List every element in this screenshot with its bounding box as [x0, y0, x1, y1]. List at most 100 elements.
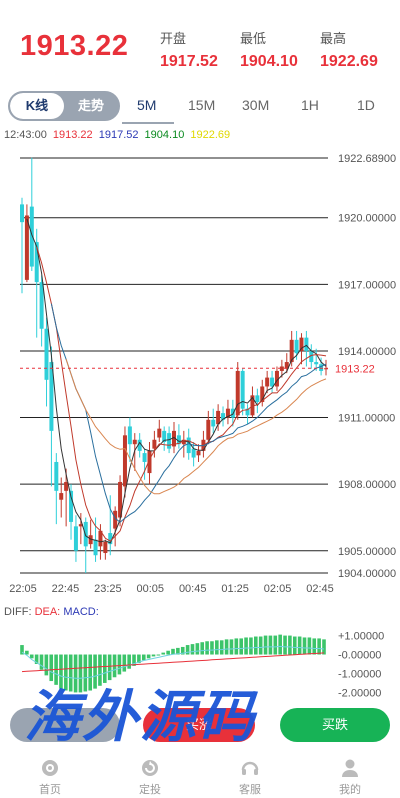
ohlc-readout: 12:43:00 1913.22 1917.52 1904.10 1922.69 — [4, 129, 233, 141]
candle-body — [235, 370, 240, 416]
macd-y-tick-label: -0.00000 — [338, 650, 381, 662]
macd-label: MACD: — [63, 606, 99, 618]
macd-bar — [263, 635, 268, 655]
x-tick-label: 22:45 — [52, 583, 80, 595]
macd-bar — [219, 640, 224, 655]
period-1h[interactable]: 1H — [301, 97, 319, 113]
candlestick-chart[interactable]: 1922.68900 1920.00000 1917.00000 1914.00000… — [0, 0, 400, 600]
quote-header: 1913.22 开盘 1917.52 最低 1904.10 最高 1922.69 — [0, 0, 400, 88]
dea-line — [21, 652, 325, 673]
y-tick-label: 1905.00000 — [338, 546, 396, 558]
ohlc-open: 1917.52 — [98, 129, 139, 141]
macd-bar — [322, 639, 326, 655]
candle-body — [304, 337, 309, 351]
candle-body — [279, 366, 284, 371]
candle-body — [59, 493, 64, 500]
macd-bar — [190, 644, 195, 655]
nav-invest-label: 定投 — [139, 784, 161, 796]
candle-body — [186, 437, 191, 454]
candle-body — [34, 242, 39, 283]
macd-bar — [312, 638, 317, 655]
macd-bar — [283, 635, 287, 655]
macd-bar — [254, 636, 258, 655]
candle-body — [127, 426, 132, 445]
candle-body — [284, 362, 289, 369]
ohlc-high: 1922.69 — [190, 129, 231, 141]
x-tick-label: 00:05 — [137, 583, 165, 595]
trade-buttons: 买涨 买跌 — [0, 706, 400, 746]
macd-bar — [176, 647, 180, 655]
low-value: 1904.10 — [240, 53, 298, 70]
candle-body — [314, 362, 319, 365]
macd-bar — [249, 637, 253, 655]
buy-up-button[interactable]: 买涨 — [143, 708, 255, 742]
macd-y-tick-label: -2.00000 — [338, 687, 381, 699]
x-tick-label: 22:05 — [9, 583, 37, 595]
macd-bar — [166, 650, 170, 655]
buy-down-button[interactable]: 买跌 — [280, 708, 390, 742]
candle-body — [191, 448, 196, 458]
nav-profile[interactable]: 我的 — [320, 758, 380, 797]
y-tick-label: 1917.00000 — [338, 279, 396, 291]
candle-body — [103, 541, 108, 554]
macd-bar — [103, 654, 107, 683]
y-tick-label: 1908.00000 — [338, 479, 396, 491]
candle-body — [142, 453, 147, 462]
candle-body — [206, 419, 211, 440]
macd-bar — [307, 637, 312, 655]
chart-mode-toggle: K线 走势 — [8, 91, 120, 121]
macd-bar — [278, 634, 282, 655]
ma-line-short — [26, 218, 327, 544]
candle-body — [113, 510, 118, 529]
y-tick-label: 1911.00000 — [338, 413, 395, 425]
y-tick-label: 1922.68900 — [338, 153, 396, 165]
y-tick-label: 1904.00000 — [338, 568, 396, 580]
nav-home[interactable]: 首页 — [20, 758, 80, 797]
current-price-tag: 1913.22 — [335, 363, 375, 375]
tab-kline[interactable]: K线 — [10, 93, 64, 119]
macd-bar — [146, 654, 151, 659]
home-icon — [42, 760, 58, 776]
candle-body — [319, 364, 324, 371]
period-1d[interactable]: 1D — [357, 97, 375, 113]
secondary-button[interactable] — [10, 708, 120, 742]
candle-body — [88, 535, 93, 545]
candle-body — [20, 204, 24, 223]
candle-body — [122, 435, 127, 487]
candle-body — [265, 377, 270, 387]
candle-body — [240, 370, 245, 409]
period-30m[interactable]: 30M — [242, 97, 270, 113]
watermark: 海外源码 — [24, 684, 256, 750]
nav-service[interactable]: 客服 — [220, 758, 280, 797]
macd-bar — [288, 635, 292, 655]
headset-icon — [241, 761, 259, 775]
nav-invest[interactable]: 定投 — [120, 758, 180, 797]
macd-bar — [180, 646, 185, 655]
macd-bar — [244, 637, 248, 655]
candle-body — [44, 328, 49, 380]
ma-line-long — [50, 303, 327, 523]
macd-bar — [68, 654, 73, 692]
tab-trend[interactable]: 走势 — [77, 98, 104, 113]
candle-body — [299, 337, 304, 351]
dea-label: DEA: — [34, 606, 61, 618]
candle-body — [196, 450, 201, 456]
macd-bar — [215, 640, 219, 655]
macd-bar — [25, 650, 29, 655]
x-tick-label: 00:45 — [179, 583, 207, 595]
macd-bar — [59, 654, 63, 689]
macd-legend: DIFF: DEA: MACD: — [4, 606, 99, 618]
macd-bar — [141, 654, 146, 661]
ma-line-longest — [65, 359, 327, 495]
period-15m[interactable]: 15M — [188, 97, 216, 113]
candle-body — [152, 439, 157, 449]
candle-body — [211, 419, 216, 427]
macd-bar — [151, 654, 156, 657]
macd-bar — [117, 654, 122, 675]
macd-bar — [34, 654, 39, 664]
stat-high: 最高 1922.69 — [320, 28, 400, 71]
period-5m[interactable]: 5M — [137, 97, 157, 113]
candle-body — [216, 410, 221, 425]
macd-bar — [195, 643, 200, 655]
macd-bar — [73, 654, 78, 693]
